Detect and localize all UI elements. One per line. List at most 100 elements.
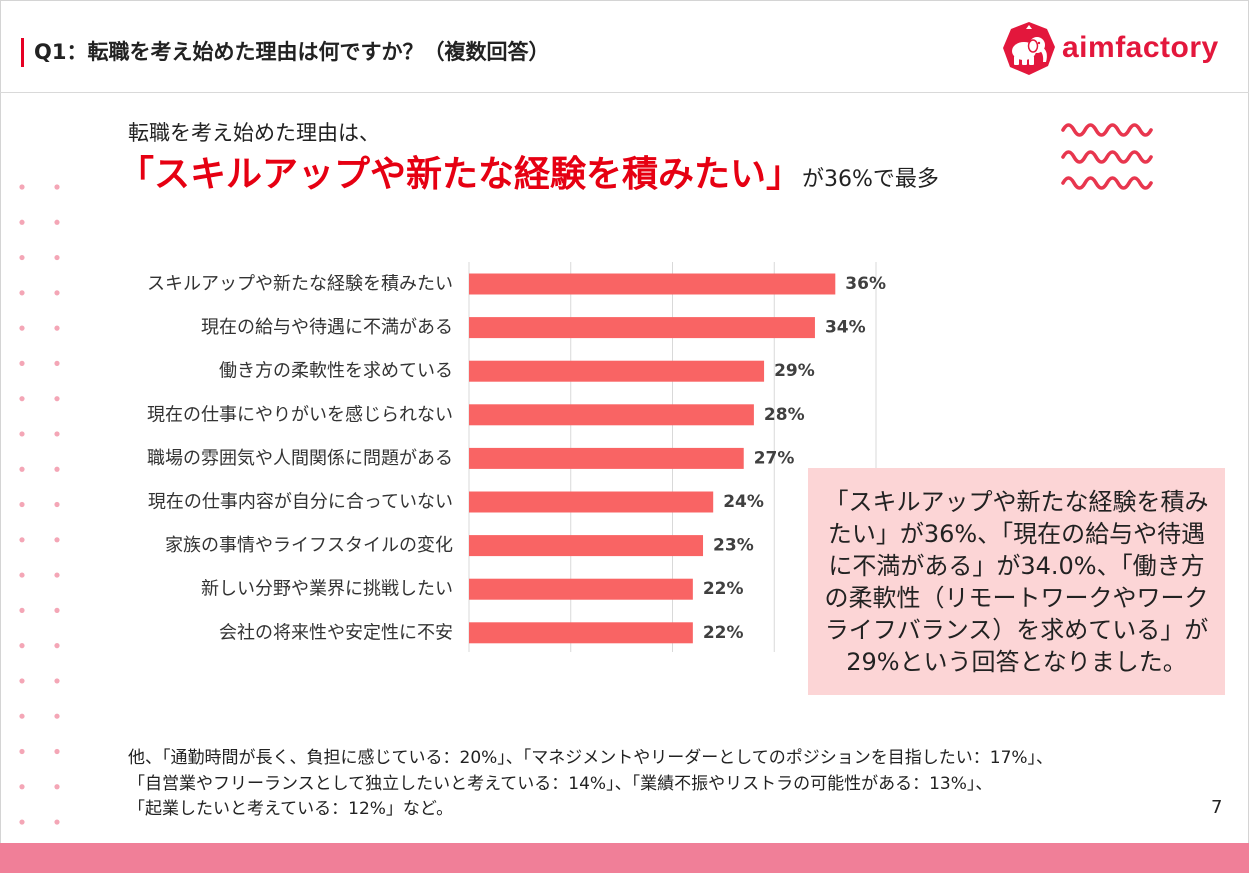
decorative-dot — [19, 431, 25, 437]
bar-4 — [469, 404, 754, 426]
decorative-dot — [19, 572, 25, 578]
decorative-dot — [19, 537, 25, 543]
decorative-dot — [54, 396, 60, 402]
value-unit: % — [869, 274, 886, 294]
summary-line: の柔軟性（リモートワークやワーク — [824, 583, 1209, 612]
summary-line: 29%という回答となりました。 — [846, 647, 1187, 676]
bar-6 — [469, 491, 714, 513]
bar-7 — [469, 535, 704, 557]
category-label-2: 現在の給与や待遇に不満がある — [201, 317, 453, 338]
category-label-1: スキルアップや新たな経験を積みたい — [147, 274, 453, 295]
bar-5 — [469, 447, 744, 469]
decorative-dot — [54, 819, 60, 825]
headline-suffix: が36%で最多 — [802, 167, 939, 192]
decorative-dot-grid — [19, 184, 60, 825]
wavy-lines-icon — [1061, 123, 1153, 190]
value-number: 22 — [703, 623, 727, 643]
value-number: 23 — [713, 536, 737, 556]
value-label-8: 22% — [703, 579, 744, 599]
category-label-9: 会社の将来性や安定性に不安 — [219, 622, 453, 643]
decorative-dot — [54, 219, 60, 225]
value-label-2: 34% — [825, 318, 866, 338]
decorative-dot — [19, 748, 25, 755]
decorative-dot — [54, 678, 60, 684]
value-number: 27 — [754, 448, 778, 468]
decorative-dot — [19, 184, 25, 190]
decorative-dot — [19, 466, 25, 472]
decorative-dot — [19, 678, 25, 684]
decorative-dot — [19, 501, 25, 508]
decorative-dot — [54, 254, 60, 261]
elephant-logo-icon — [1003, 22, 1055, 75]
decorative-dot — [54, 290, 60, 296]
title-accent-bar — [21, 38, 24, 67]
headline-highlight: 「スキルアップや新たな経験を積みたい」 — [118, 154, 803, 195]
value-label-6: 24% — [723, 492, 764, 512]
decorative-dot — [19, 290, 25, 296]
brand-logo: aimfactory — [1002, 21, 1226, 77]
summary-line: ライフバランス）を求めている」が — [824, 615, 1209, 644]
footnotes: 他、「通勤時間が長く、負担に感じている：20%」、「マネジメントやリーダーとして… — [128, 746, 1053, 823]
page-title: Q1：転職を考え始めた理由は何ですか？（複数回答） — [34, 40, 550, 64]
decorative-dot — [19, 713, 25, 719]
decorative-dot — [54, 607, 60, 613]
logo-wordmark: aimfactory — [1062, 31, 1219, 64]
decorative-dot — [54, 325, 60, 331]
decorative-dot — [54, 501, 60, 508]
value-label-9: 22% — [703, 623, 744, 643]
headline: 「スキルアップや新たな経験を積みたい」が36%で最多 — [118, 150, 939, 205]
elephant-eye — [1037, 41, 1041, 45]
value-label-1: 36% — [845, 274, 886, 294]
value-unit: % — [747, 492, 764, 512]
decorative-dot — [19, 219, 25, 225]
value-number: 29 — [774, 361, 798, 381]
decorative-dot — [54, 748, 60, 755]
decorative-dot — [54, 643, 60, 649]
decorative-dot — [19, 819, 25, 825]
decorative-dot — [19, 607, 25, 613]
value-number: 22 — [703, 579, 727, 599]
footnote-line: 「起業したいと考えている：12%」など。 — [128, 799, 454, 819]
decorative-dot — [54, 713, 60, 719]
value-unit: % — [727, 579, 744, 599]
category-label-5: 職場の雰囲気や人間関係に問題がある — [147, 448, 453, 469]
decorative-dot — [54, 466, 60, 472]
footnote-line: 他、「通勤時間が長く、負担に感じている：20%」、「マネジメントやリーダーとして… — [128, 748, 1054, 768]
value-unit: % — [798, 361, 815, 381]
category-label-6: 現在の仕事内容が自分に合っていない — [148, 492, 453, 513]
decorative-dot — [19, 360, 25, 366]
value-label-7: 23% — [713, 536, 754, 556]
decorative-dot — [19, 396, 25, 402]
value-unit: % — [788, 405, 805, 425]
value-number: 36 — [845, 274, 869, 294]
value-label-3: 29% — [774, 361, 815, 381]
bar-3 — [469, 360, 765, 382]
elephant-ear — [1027, 39, 1039, 53]
summary-line: たい」が36%、「現在の給与や待遇 — [827, 519, 1206, 548]
value-unit: % — [849, 318, 866, 338]
headline-intro: 転職を考え始めた理由は、 — [128, 121, 380, 145]
value-unit: % — [777, 448, 794, 468]
bar-1 — [469, 273, 836, 295]
bar-2 — [469, 317, 815, 339]
bar-chart: スキルアップや新たな経験を積みたい 36% 現在の給与や待遇に不満がある 34% 働き方… — [147, 262, 886, 652]
bar-9 — [469, 622, 693, 644]
summary-line: に不満がある」が34.0%、「働き方 — [828, 551, 1205, 580]
elephant-silhouette — [1012, 25, 1047, 65]
value-number: 34 — [825, 318, 849, 338]
value-number: 24 — [723, 492, 747, 512]
decorative-dot — [54, 360, 60, 366]
decorative-dot — [54, 184, 60, 190]
decorative-dot — [19, 784, 25, 790]
value-unit: % — [727, 623, 744, 643]
decorative-dot — [19, 254, 25, 261]
value-number: 28 — [764, 405, 788, 425]
footer-band — [0, 843, 1249, 873]
header-divider — [0, 92, 1249, 93]
category-label-4: 現在の仕事にやりがいを感じられない — [147, 404, 453, 425]
value-label-5: 27% — [754, 448, 795, 468]
summary-box: 「スキルアップや新たな経験を積み たい」が36%、「現在の給与や待遇 に不満があ… — [808, 468, 1225, 695]
bar-8 — [469, 578, 693, 600]
wave-line — [1061, 123, 1153, 137]
